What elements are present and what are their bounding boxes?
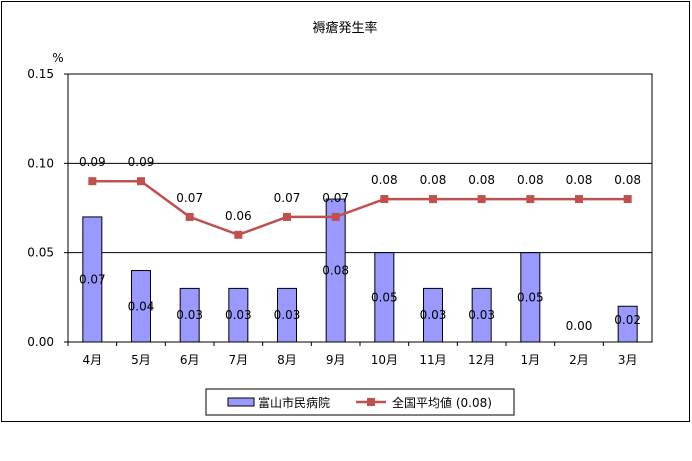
y-tick-label: 0.05	[27, 246, 54, 260]
line-marker	[331, 212, 340, 221]
line-marker	[137, 177, 145, 186]
bar	[277, 287, 297, 343]
y-tick-label: 0.00	[27, 335, 54, 349]
line-marker	[234, 230, 243, 239]
bar-data-label: 0.00	[566, 319, 593, 333]
bar-data-label: 0.03	[176, 308, 203, 322]
bar-data-label: 0.03	[468, 308, 495, 322]
x-tick-label: 9月	[326, 353, 346, 367]
x-tick-label: 5月	[131, 353, 151, 367]
bar	[179, 287, 200, 343]
line-data-label: 0.08	[614, 173, 641, 187]
bar	[471, 287, 492, 343]
bar-data-label: 0.05	[517, 290, 544, 304]
line-data-label: 0.09	[128, 155, 155, 169]
chart-title: 褥瘡発生率	[312, 20, 377, 36]
bar	[325, 198, 346, 343]
line-data-label: 0.07	[322, 191, 349, 205]
line-data-label: 0.06	[225, 209, 252, 223]
bar-data-label: 0.03	[274, 308, 301, 322]
legend: 富山市民病院 全国平均値 (0.08)	[205, 388, 515, 416]
x-tick-label: 4月	[83, 353, 103, 367]
chart-frame: 褥瘡発生率 % 0.00 0.05 0.10 0.15 4月 5月 6月 7月 8月 9月 10月…	[1, 1, 690, 422]
line-data-label: 0.07	[176, 191, 203, 205]
line-marker	[283, 212, 291, 221]
line-marker	[575, 195, 583, 204]
x-tick-label: 12月	[468, 353, 495, 367]
x-tick-label: 1月	[521, 353, 541, 367]
line-data-label: 0.07	[274, 191, 301, 205]
line-marker	[429, 195, 437, 204]
legend-box	[205, 388, 515, 416]
x-tick-label: 3月	[618, 353, 638, 367]
x-tick-label: 7月	[229, 353, 249, 367]
line-data-label: 0.08	[420, 173, 447, 187]
line-marker	[185, 212, 194, 221]
line-marker	[380, 195, 389, 204]
line-marker	[477, 195, 486, 204]
line-marker	[623, 195, 632, 204]
y-tick-label: 0.10	[27, 156, 54, 170]
bar-series	[82, 198, 638, 343]
bar-data-label: 0.07	[79, 272, 106, 286]
x-tick-label: 2月	[569, 353, 589, 367]
x-axis-ticks: 4月 5月 6月 7月 8月 9月 10月 11月 12月 1月 2月 3月	[67, 342, 638, 367]
x-tick-label: 10月	[371, 353, 398, 367]
line-path	[92, 179, 628, 237]
x-tick-label: 8月	[277, 353, 297, 367]
bar-data-label: 0.05	[371, 290, 398, 304]
bar-data-label: 0.04	[128, 299, 155, 313]
legend-line-label: 全国平均値 (0.08)	[392, 395, 492, 410]
bar-data-label: 0.08	[322, 264, 349, 278]
bar	[131, 270, 151, 343]
y-axis-ticks: 0.00 0.05 0.10 0.15	[27, 67, 68, 349]
gridlines	[68, 162, 652, 254]
y-tick-label: 0.15	[27, 67, 54, 81]
line-marker	[526, 195, 535, 204]
line-series	[88, 177, 632, 239]
chart-svg: 褥瘡発生率 % 0.00 0.05 0.10 0.15 4月 5月 6月 7月 8月 9月 10月…	[27, 20, 653, 416]
bar-data-label: 0.02	[614, 313, 641, 327]
bar	[82, 216, 103, 343]
bar	[617, 305, 638, 343]
bar-data-labels: 0.07 0.04 0.03 0.03 0.03 0.08 0.05 0.03 0.03 0.05…	[79, 264, 641, 333]
line-data-label: 0.08	[371, 173, 398, 187]
y-axis-unit-label: %	[52, 51, 63, 65]
line-data-label: 0.08	[517, 173, 544, 187]
bar	[228, 287, 249, 343]
bar-data-label: 0.03	[225, 308, 252, 322]
legend-bar-label: 富山市民病院	[258, 395, 330, 410]
line-data-label: 0.08	[468, 173, 495, 187]
bar	[520, 252, 541, 343]
legend-bar-swatch	[227, 397, 255, 407]
legend-line-marker	[367, 398, 375, 406]
line-data-labels: 0.09 0.09 0.07 0.06 0.07 0.07 0.08 0.08 0.08 0.08…	[79, 155, 641, 223]
bar	[374, 252, 395, 343]
bar-data-label: 0.03	[420, 308, 447, 322]
line-marker	[88, 177, 97, 186]
x-tick-label: 11月	[419, 353, 446, 367]
line-data-label: 0.09	[79, 155, 106, 169]
x-tick-label: 6月	[180, 353, 200, 367]
bar	[423, 287, 443, 343]
line-data-label: 0.08	[566, 173, 593, 187]
